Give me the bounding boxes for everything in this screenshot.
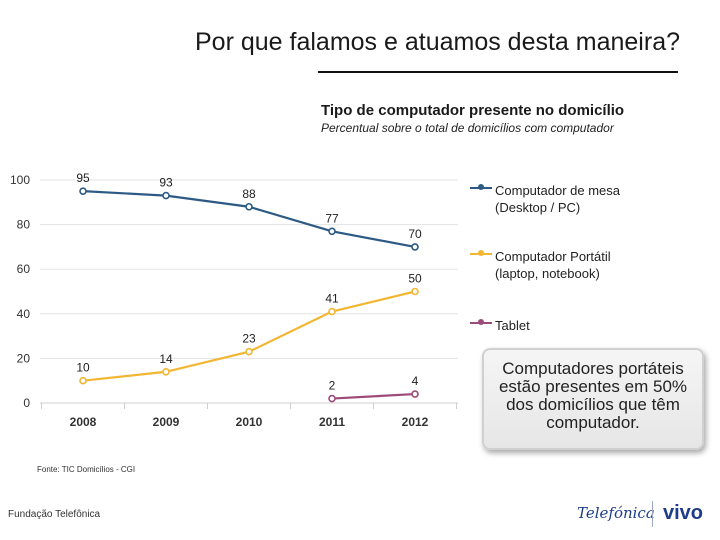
data-point-tablet: [411, 390, 419, 398]
callout-box: Computadores portáteis estão presentes e…: [482, 348, 704, 450]
slide-title: Por que falamos e atuamos desta maneira?: [195, 28, 680, 56]
data-label-desktop: 77: [325, 211, 339, 225]
data-point-desktop: [328, 227, 336, 236]
source-note: Fonte: TIC Domicílios - CGI: [37, 465, 136, 474]
telefonica-logo: Telefónica: [577, 504, 655, 522]
logo-divider: [652, 501, 653, 527]
data-label-desktop: 95: [76, 171, 90, 185]
data-label-laptop: 10: [76, 361, 90, 375]
data-point-desktop: [245, 202, 253, 211]
data-point-desktop: [162, 191, 170, 200]
y-tick-label: 80: [17, 218, 31, 232]
legend-marker-tablet: [478, 319, 484, 325]
y-tick-label: 20: [17, 351, 31, 365]
callout-text: Computadores portáteis estão presentes e…: [498, 359, 688, 432]
line-chart: 0 20 40 60 80 100 2008 2009 2010 2011 2012 95 93 88 77…: [10, 171, 458, 429]
data-label-tablet: 2: [329, 379, 336, 393]
data-point-laptop: [245, 347, 253, 356]
x-tick-label: 2009: [153, 415, 180, 429]
data-point-laptop: [328, 307, 336, 316]
y-tick-label: 0: [23, 396, 30, 410]
chart-title: Tipo de computador presente no domicílio: [321, 102, 625, 119]
data-label-tablet: 4: [412, 374, 419, 388]
data-label-desktop: 93: [159, 176, 173, 190]
y-tick-label: 40: [17, 307, 31, 321]
data-label-desktop: 70: [408, 227, 422, 241]
legend-label-laptop: Computador Portátil (laptop, notebook): [495, 249, 611, 281]
series-line-tablet: [331, 392, 416, 400]
data-label-laptop: 23: [242, 332, 256, 346]
data-label-laptop: 50: [408, 272, 422, 286]
data-label-desktop: 88: [242, 187, 256, 201]
title-divider: [318, 71, 678, 73]
data-label-laptop: 14: [159, 352, 173, 366]
data-label-laptop: 41: [325, 292, 339, 306]
legend-label-tablet: Tablet: [495, 318, 530, 333]
legend-marker-desktop: [478, 184, 484, 190]
data-point-tablet: [328, 394, 336, 403]
y-tick-label: 60: [17, 262, 31, 276]
data-point-laptop: [162, 367, 170, 376]
footer-organization: Fundação Telefônica: [8, 509, 101, 520]
x-tick-label: 2010: [236, 415, 263, 429]
x-tick-label: 2012: [402, 415, 429, 429]
data-point-desktop: [79, 187, 87, 195]
x-tick-label: 2011: [319, 415, 345, 429]
x-tick-label: 2008: [70, 415, 97, 429]
y-tick-label: 100: [10, 173, 30, 187]
vivo-logo: vivo: [663, 502, 704, 524]
legend-marker-laptop: [478, 250, 484, 256]
chart-subtitle: Percentual sobre o total de domicílios c…: [321, 121, 614, 135]
data-point-laptop: [79, 376, 87, 385]
legend-label-desktop: Computador de mesa (Desktop / PC): [495, 183, 621, 215]
data-point-desktop: [411, 243, 419, 251]
data-point-laptop: [411, 287, 419, 296]
